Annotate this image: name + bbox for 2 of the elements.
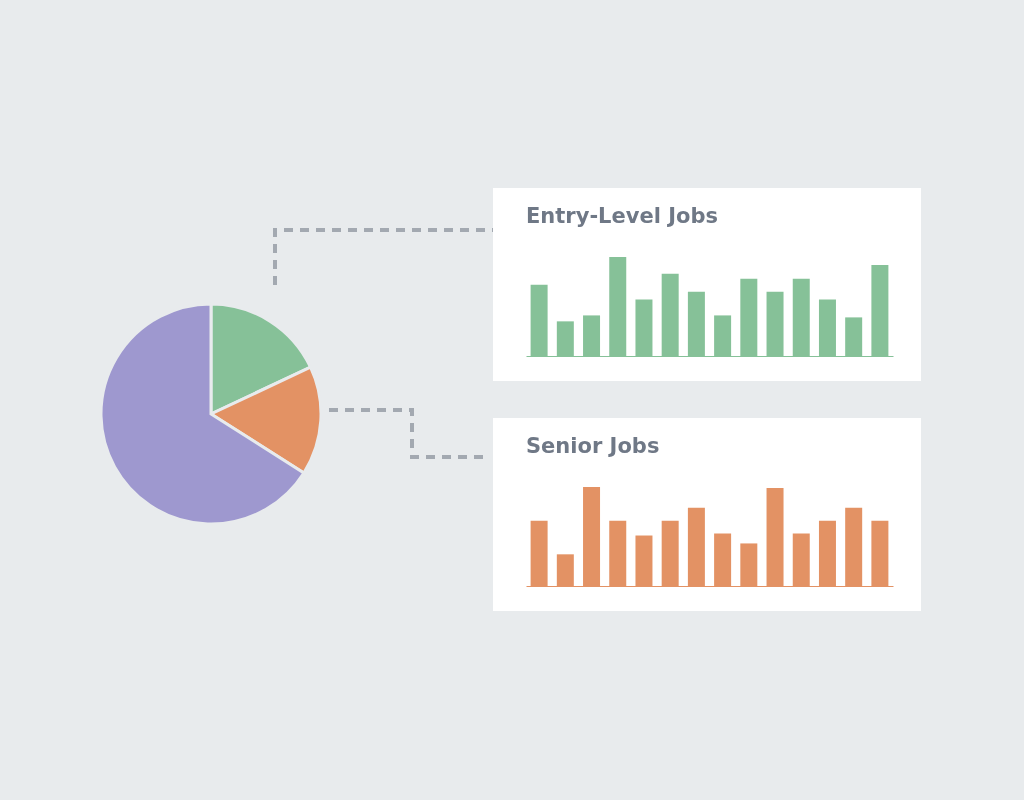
chart-title: Senior Jobs <box>526 434 660 458</box>
chart-title: Entry-Level Jobs <box>526 204 718 228</box>
